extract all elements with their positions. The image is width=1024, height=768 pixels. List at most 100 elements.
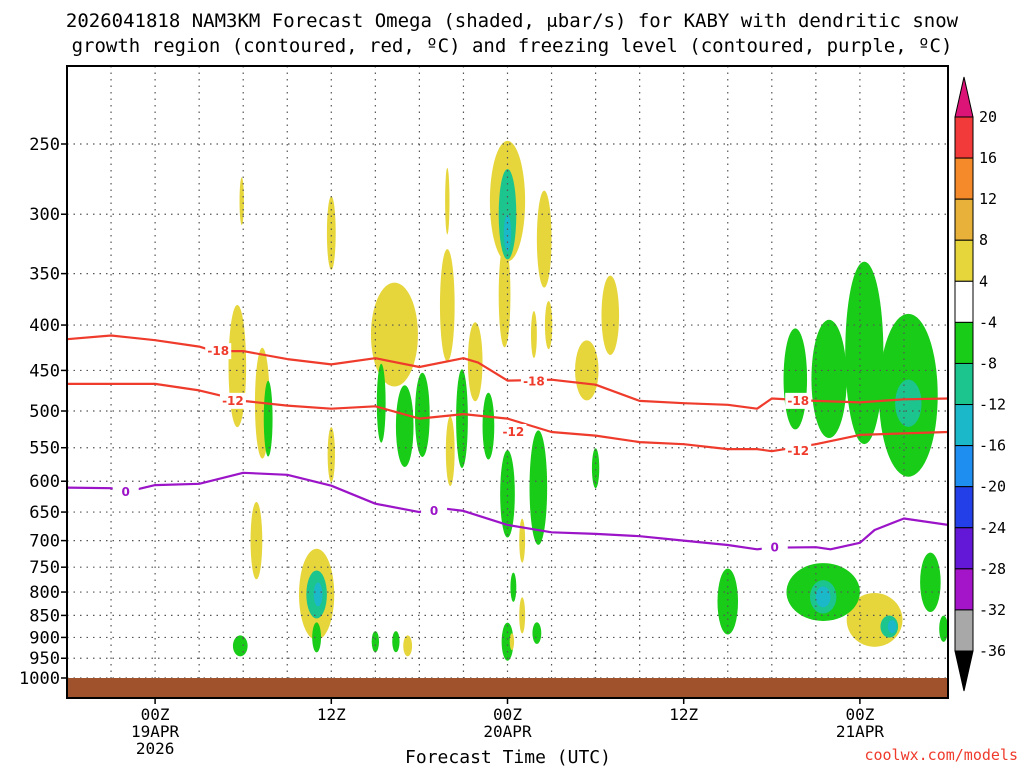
- colorbar-label-20: 20: [979, 108, 997, 126]
- colorbar-segment-9: [954, 486, 974, 529]
- colorbar-label--24: -24: [979, 519, 1006, 537]
- y-tick-label-850: 850: [29, 606, 60, 626]
- omega-region-9: [445, 416, 455, 486]
- chart-title-line-1: 2026041818 NAM3KM Forecast Omega (shaded…: [66, 10, 959, 32]
- y-tick-label-400: 400: [29, 316, 60, 336]
- colorbar-segment-6: [954, 362, 974, 406]
- omega-region-53: [503, 214, 512, 252]
- contour-label--18: -18: [523, 374, 545, 388]
- omega-region-42: [371, 631, 380, 653]
- omega-region-28: [395, 385, 414, 468]
- colorbar-label-16: 16: [979, 149, 997, 167]
- omega-region-14: [536, 190, 552, 288]
- omega-region-8: [439, 249, 455, 362]
- omega-region-40: [232, 635, 248, 657]
- contour-label-bg: [785, 392, 812, 409]
- colorbar-label--4: -4: [979, 313, 997, 331]
- ground-surface: [67, 678, 948, 698]
- x-tick-label: 00Z: [493, 705, 522, 724]
- contour-label-bg: [785, 443, 812, 460]
- colorbar-label--28: -28: [979, 560, 1006, 578]
- contour-label-bg: [205, 343, 232, 360]
- y-tick-label-950: 950: [29, 649, 60, 669]
- x-tick-label: 21APR: [836, 722, 885, 741]
- omega-region-43: [392, 631, 400, 653]
- y-tick-label-650: 650: [29, 503, 60, 523]
- y-tick-label-700: 700: [29, 532, 60, 552]
- colorbar-label--20: -20: [979, 478, 1006, 496]
- x-axis-label: Forecast Time (UTC): [405, 747, 611, 768]
- contour-label-bg: [761, 539, 788, 556]
- omega-region-44: [501, 622, 514, 661]
- x-tick-label: 2026: [136, 739, 175, 758]
- y-tick-label-900: 900: [29, 628, 60, 648]
- omega-region-29: [500, 450, 515, 538]
- omega-region-5: [370, 282, 418, 387]
- contour-label-bg: [520, 373, 547, 390]
- credit-text: coolwx.com/models: [864, 746, 1018, 764]
- omega-region-17: [601, 275, 620, 355]
- colorbar-segment-7: [954, 404, 974, 447]
- colorbar-segment-4: [954, 280, 974, 323]
- omega-region-54: [887, 619, 897, 634]
- contour-label--12: -12: [787, 444, 809, 458]
- chart-title-line-2: growth region (contoured, red, ºC) and f…: [72, 35, 953, 57]
- omega-region-20: [403, 635, 413, 657]
- colorbar-segment-1: [954, 157, 974, 200]
- colorbar-segment-10: [954, 527, 974, 570]
- omega-region-45: [510, 572, 517, 602]
- contour-label-bg: [219, 392, 246, 409]
- omega-region-7: [445, 167, 450, 235]
- omega-region-36: [717, 568, 739, 635]
- colorbar-label--36: -36: [979, 642, 1006, 660]
- contour-label--18: -18: [787, 394, 809, 408]
- colorbar-segment-8: [954, 445, 974, 488]
- colorbar-segment-5: [954, 321, 974, 364]
- omega-region-50: [498, 169, 517, 260]
- y-tick-label-250: 250: [29, 135, 60, 155]
- ground-layer: [67, 678, 948, 698]
- colorbar-bottom-arrow: [954, 650, 974, 692]
- y-tick-label-500: 500: [29, 402, 60, 422]
- colorbar-label--32: -32: [979, 601, 1006, 619]
- omega-region-41: [312, 622, 322, 653]
- omega-region-57: [895, 379, 922, 427]
- colorbar-label--12: -12: [979, 396, 1006, 414]
- y-tick-label-300: 300: [29, 205, 60, 225]
- contour-label-bg: [112, 483, 139, 500]
- colorbar-segment-2: [954, 198, 974, 241]
- x-tick-label: 12Z: [669, 705, 698, 724]
- y-tick-label-350: 350: [29, 265, 60, 285]
- omega-region-39: [939, 615, 948, 642]
- colorbar: 20 16 12 8 4 -4 -8 -12 -16 -20 -24 -28 -32 -36: [954, 76, 1006, 692]
- colorbar-segment-12: [954, 609, 974, 652]
- omega-region-23: [263, 380, 273, 457]
- omega-region-38: [920, 552, 941, 612]
- colorbar-label--8: -8: [979, 354, 997, 372]
- omega-region-33: [811, 319, 847, 438]
- contour-label-0: 0: [122, 485, 130, 499]
- x-tick-label: 00Z: [845, 705, 874, 724]
- colorbar-label--16: -16: [979, 437, 1006, 455]
- colorbar-label-8: 8: [979, 231, 988, 249]
- grid-layer: [67, 66, 948, 698]
- y-tick-label-600: 600: [29, 472, 60, 492]
- omega-region-58: [815, 586, 831, 608]
- omega-region-30: [529, 430, 548, 545]
- y-tick-label-1000: 1000: [19, 669, 60, 689]
- omega-region-3: [326, 196, 336, 270]
- x-tick-label: 20APR: [483, 722, 532, 741]
- colorbar-label-4: 4: [979, 272, 988, 290]
- omega-region-0: [239, 177, 244, 226]
- omega-region-26: [456, 369, 468, 468]
- y-tick-label-450: 450: [29, 361, 60, 381]
- contour-label--18: -18: [207, 344, 229, 358]
- omega-region-34: [845, 261, 884, 445]
- omega-region-24: [376, 363, 386, 443]
- omega-region-27: [482, 392, 495, 460]
- omega-region-47: [509, 633, 515, 651]
- omega-region-32: [783, 328, 808, 430]
- contour-label-bg: [500, 423, 527, 440]
- contour-line-0-2: [67, 471, 948, 551]
